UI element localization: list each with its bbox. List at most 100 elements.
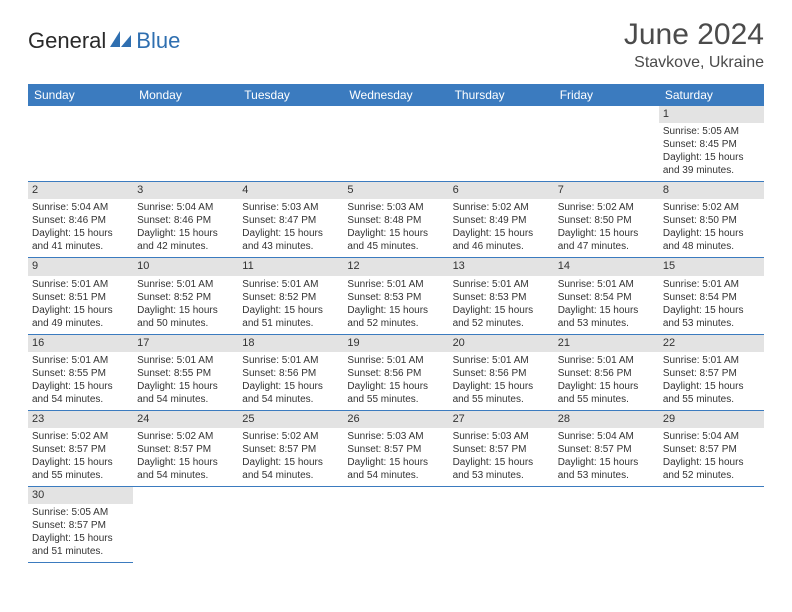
- sunset-line: Sunset: 8:47 PM: [242, 214, 339, 227]
- calendar-cell: 6Sunrise: 5:02 AMSunset: 8:49 PMDaylight…: [449, 182, 554, 258]
- day-details: Sunrise: 5:01 AMSunset: 8:51 PMDaylight:…: [28, 276, 133, 334]
- sunrise-line: Sunrise: 5:01 AM: [453, 354, 550, 367]
- sunset-line: Sunset: 8:57 PM: [347, 443, 444, 456]
- calendar-cell: [659, 486, 764, 562]
- calendar-cell: [28, 106, 133, 182]
- sunrise-line: Sunrise: 5:04 AM: [663, 430, 760, 443]
- sunrise-line: Sunrise: 5:02 AM: [137, 430, 234, 443]
- calendar-row: 23Sunrise: 5:02 AMSunset: 8:57 PMDayligh…: [28, 410, 764, 486]
- calendar-cell: 23Sunrise: 5:02 AMSunset: 8:57 PMDayligh…: [28, 410, 133, 486]
- sunrise-line: Sunrise: 5:01 AM: [347, 354, 444, 367]
- day-details: Sunrise: 5:05 AMSunset: 8:57 PMDaylight:…: [28, 504, 133, 562]
- day-number: 3: [133, 182, 238, 199]
- sunrise-line: Sunrise: 5:01 AM: [137, 354, 234, 367]
- day-number: 18: [238, 335, 343, 352]
- day-number: 27: [449, 411, 554, 428]
- day-number: 24: [133, 411, 238, 428]
- daylight-line: Daylight: 15 hours and 55 minutes.: [453, 380, 550, 406]
- day-details: Sunrise: 5:01 AMSunset: 8:56 PMDaylight:…: [554, 352, 659, 410]
- sunrise-line: Sunrise: 5:04 AM: [137, 201, 234, 214]
- daylight-line: Daylight: 15 hours and 51 minutes.: [32, 532, 129, 558]
- day-number: 19: [343, 335, 448, 352]
- calendar-cell: [343, 486, 448, 562]
- day-details: Sunrise: 5:01 AMSunset: 8:57 PMDaylight:…: [659, 352, 764, 410]
- calendar-cell: 11Sunrise: 5:01 AMSunset: 8:52 PMDayligh…: [238, 258, 343, 334]
- calendar-cell: [554, 486, 659, 562]
- day-number: 12: [343, 258, 448, 275]
- day-details: Sunrise: 5:01 AMSunset: 8:56 PMDaylight:…: [343, 352, 448, 410]
- calendar-cell: 7Sunrise: 5:02 AMSunset: 8:50 PMDaylight…: [554, 182, 659, 258]
- sunset-line: Sunset: 8:55 PM: [32, 367, 129, 380]
- calendar-cell: 27Sunrise: 5:03 AMSunset: 8:57 PMDayligh…: [449, 410, 554, 486]
- calendar-cell: 28Sunrise: 5:04 AMSunset: 8:57 PMDayligh…: [554, 410, 659, 486]
- daylight-line: Daylight: 15 hours and 39 minutes.: [663, 151, 760, 177]
- daylight-line: Daylight: 15 hours and 52 minutes.: [453, 304, 550, 330]
- sunrise-line: Sunrise: 5:03 AM: [347, 201, 444, 214]
- weekday-header: Wednesday: [343, 84, 448, 106]
- day-details: Sunrise: 5:01 AMSunset: 8:55 PMDaylight:…: [28, 352, 133, 410]
- calendar-cell: [343, 106, 448, 182]
- sunrise-line: Sunrise: 5:04 AM: [558, 430, 655, 443]
- sunset-line: Sunset: 8:46 PM: [32, 214, 129, 227]
- day-details: Sunrise: 5:04 AMSunset: 8:46 PMDaylight:…: [133, 199, 238, 257]
- sunrise-line: Sunrise: 5:02 AM: [558, 201, 655, 214]
- daylight-line: Daylight: 15 hours and 53 minutes.: [453, 456, 550, 482]
- sunset-line: Sunset: 8:57 PM: [242, 443, 339, 456]
- calendar-page: General Blue June 2024 Stavkove, Ukraine…: [0, 0, 792, 581]
- day-details: Sunrise: 5:01 AMSunset: 8:53 PMDaylight:…: [343, 276, 448, 334]
- calendar-cell: 9Sunrise: 5:01 AMSunset: 8:51 PMDaylight…: [28, 258, 133, 334]
- day-details: Sunrise: 5:01 AMSunset: 8:56 PMDaylight:…: [449, 352, 554, 410]
- day-number: 11: [238, 258, 343, 275]
- sunrise-line: Sunrise: 5:04 AM: [32, 201, 129, 214]
- daylight-line: Daylight: 15 hours and 53 minutes.: [663, 304, 760, 330]
- calendar-cell: [133, 106, 238, 182]
- sunset-line: Sunset: 8:49 PM: [453, 214, 550, 227]
- location-label: Stavkove, Ukraine: [624, 54, 764, 72]
- day-number: 5: [343, 182, 448, 199]
- day-number: 17: [133, 335, 238, 352]
- day-number: 2: [28, 182, 133, 199]
- sunrise-line: Sunrise: 5:01 AM: [242, 278, 339, 291]
- calendar-cell: 24Sunrise: 5:02 AMSunset: 8:57 PMDayligh…: [133, 410, 238, 486]
- day-details: Sunrise: 5:02 AMSunset: 8:57 PMDaylight:…: [238, 428, 343, 486]
- calendar-cell: [133, 486, 238, 562]
- calendar-cell: [238, 106, 343, 182]
- sunset-line: Sunset: 8:56 PM: [242, 367, 339, 380]
- calendar-cell: 10Sunrise: 5:01 AMSunset: 8:52 PMDayligh…: [133, 258, 238, 334]
- sunrise-line: Sunrise: 5:01 AM: [663, 278, 760, 291]
- weekday-header: Sunday: [28, 84, 133, 106]
- daylight-line: Daylight: 15 hours and 54 minutes.: [347, 456, 444, 482]
- daylight-line: Daylight: 15 hours and 52 minutes.: [347, 304, 444, 330]
- sunrise-line: Sunrise: 5:01 AM: [137, 278, 234, 291]
- day-details: Sunrise: 5:01 AMSunset: 8:53 PMDaylight:…: [449, 276, 554, 334]
- calendar-cell: 5Sunrise: 5:03 AMSunset: 8:48 PMDaylight…: [343, 182, 448, 258]
- calendar-cell: 4Sunrise: 5:03 AMSunset: 8:47 PMDaylight…: [238, 182, 343, 258]
- calendar-cell: 17Sunrise: 5:01 AMSunset: 8:55 PMDayligh…: [133, 334, 238, 410]
- calendar-cell: 12Sunrise: 5:01 AMSunset: 8:53 PMDayligh…: [343, 258, 448, 334]
- day-number: 13: [449, 258, 554, 275]
- sunrise-line: Sunrise: 5:03 AM: [347, 430, 444, 443]
- day-number: 26: [343, 411, 448, 428]
- day-number: 20: [449, 335, 554, 352]
- daylight-line: Daylight: 15 hours and 55 minutes.: [347, 380, 444, 406]
- daylight-line: Daylight: 15 hours and 41 minutes.: [32, 227, 129, 253]
- day-details: Sunrise: 5:04 AMSunset: 8:57 PMDaylight:…: [659, 428, 764, 486]
- sunrise-line: Sunrise: 5:03 AM: [453, 430, 550, 443]
- month-title: June 2024: [624, 18, 764, 52]
- day-number: 15: [659, 258, 764, 275]
- day-details: Sunrise: 5:03 AMSunset: 8:47 PMDaylight:…: [238, 199, 343, 257]
- day-number: 14: [554, 258, 659, 275]
- sunrise-line: Sunrise: 5:01 AM: [663, 354, 760, 367]
- day-number: 25: [238, 411, 343, 428]
- sunset-line: Sunset: 8:50 PM: [558, 214, 655, 227]
- calendar-row: 16Sunrise: 5:01 AMSunset: 8:55 PMDayligh…: [28, 334, 764, 410]
- calendar-cell: 29Sunrise: 5:04 AMSunset: 8:57 PMDayligh…: [659, 410, 764, 486]
- brand-text-2: Blue: [136, 28, 180, 54]
- day-details: Sunrise: 5:03 AMSunset: 8:57 PMDaylight:…: [343, 428, 448, 486]
- calendar-cell: 19Sunrise: 5:01 AMSunset: 8:56 PMDayligh…: [343, 334, 448, 410]
- sunset-line: Sunset: 8:51 PM: [32, 291, 129, 304]
- calendar-cell: 30Sunrise: 5:05 AMSunset: 8:57 PMDayligh…: [28, 486, 133, 562]
- daylight-line: Daylight: 15 hours and 49 minutes.: [32, 304, 129, 330]
- brand-text-1: General: [28, 28, 106, 54]
- sunrise-line: Sunrise: 5:01 AM: [242, 354, 339, 367]
